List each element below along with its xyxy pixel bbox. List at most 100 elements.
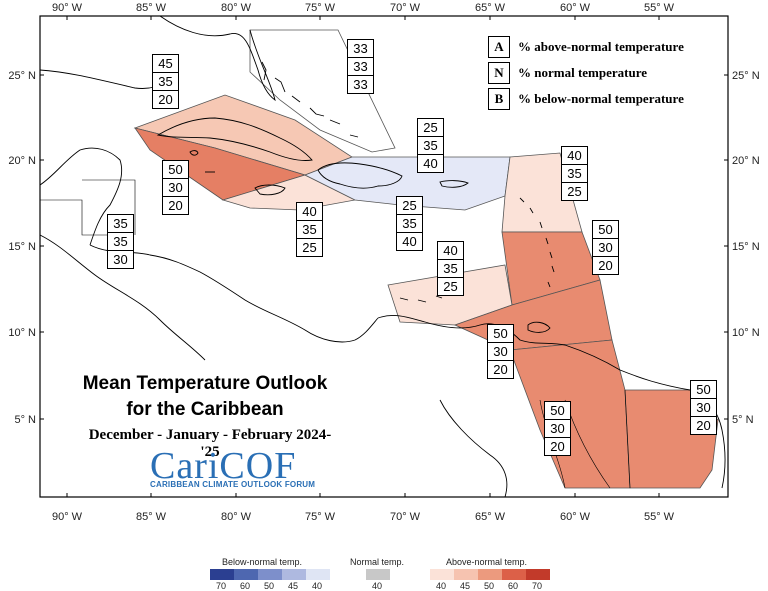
colorbar-swatch-below <box>234 569 258 580</box>
prob-normal: 30 <box>593 238 618 256</box>
prob-below: 20 <box>593 256 618 274</box>
lat-tick-left: 20° N <box>8 155 36 167</box>
legend-key-above: A <box>488 36 510 58</box>
lon-tick-top: 60° W <box>560 2 591 14</box>
prob-below: 40 <box>397 232 422 250</box>
colorbar-swatch-above <box>526 569 550 580</box>
probability-box: 50 30 20 <box>592 220 619 275</box>
prob-normal: 35 <box>438 259 463 277</box>
prob-normal: 33 <box>348 57 373 75</box>
prob-above: 45 <box>158 56 173 71</box>
prob-below: 20 <box>545 437 570 455</box>
lat-tick-right: 5° N <box>732 414 754 426</box>
region-hispaniola <box>304 156 511 211</box>
colorbar-tick-above: 45 <box>460 581 471 591</box>
colorbar-tick-below: 45 <box>288 581 299 591</box>
logo-subtitle: CARIBBEAN CLIMATE OUTLOOK FORUM <box>150 480 316 489</box>
prob-normal: 35 <box>108 232 133 250</box>
lon-tick-top: 85° W <box>136 2 167 14</box>
lon-tick-bottom: 70° W <box>390 511 421 523</box>
prob-below: 40 <box>418 154 443 172</box>
prob-below: 30 <box>108 250 133 268</box>
probability-box: 50 30 20 <box>544 401 571 456</box>
colorbar-swatch-below <box>210 569 234 580</box>
lat-tick-right: 10° N <box>732 327 760 339</box>
caricof-logo: CariCOF CARIBBEAN CLIMATE OUTLOOK FORUM <box>146 444 326 492</box>
probability-box: 45 35 20 <box>152 54 179 109</box>
lat-tick-left: 15° N <box>8 241 36 253</box>
prob-above: 50 <box>598 222 613 237</box>
prob-normal: 30 <box>488 342 513 360</box>
colorbar-swatch-below <box>306 569 330 580</box>
lat-tick-left: 10° N <box>8 327 36 339</box>
colorbar-tick-above: 50 <box>484 581 495 591</box>
lat-tick-right: 20° N <box>732 155 760 167</box>
map-title: Mean Temperature Outlook <box>82 373 328 394</box>
colorbar-swatch-below <box>282 569 306 580</box>
colorbar-below-title: Below-normal temp. <box>222 557 303 567</box>
colorbar-tick-normal: 40 <box>372 581 383 591</box>
colorbar-swatch-normal <box>366 569 390 580</box>
lon-tick-bottom: 80° W <box>221 511 252 523</box>
colorbar-normal-title: Normal temp. <box>350 557 405 567</box>
lon-tick-top: 55° W <box>644 2 675 14</box>
prob-below: 20 <box>488 360 513 378</box>
probability-box: 40 35 25 <box>561 146 588 201</box>
colorbar-above-title: Above-normal temp. <box>446 557 528 567</box>
prob-above: 40 <box>567 148 582 163</box>
logo-wordmark: CariCOF <box>150 445 297 487</box>
probability-box: 25 35 40 <box>417 118 444 173</box>
prob-normal: 35 <box>562 164 587 182</box>
lat-tick-left: 5° N <box>14 414 36 426</box>
colorbar-tick-above: 40 <box>436 581 447 591</box>
lon-tick-bottom: 85° W <box>136 511 167 523</box>
lon-tick-bottom: 55° W <box>644 511 675 523</box>
lat-tick-right: 25° N <box>732 70 760 82</box>
lon-tick-top: 70° W <box>390 2 421 14</box>
prob-above: 35 <box>113 216 128 231</box>
probability-box: 50 30 20 <box>487 324 514 379</box>
colorbar-tick-above: 70 <box>532 581 543 591</box>
prob-above: 50 <box>168 162 183 177</box>
colorbar-tick-below: 60 <box>240 581 251 591</box>
legend-text-above: % above-normal temperature <box>518 39 684 54</box>
legend-item-normal: N % normal temperature <box>488 62 647 84</box>
prob-above: 40 <box>443 243 458 258</box>
colorbar-swatch-above <box>454 569 478 580</box>
prob-above: 50 <box>696 382 711 397</box>
prob-normal: 35 <box>153 72 178 90</box>
legend-item-above: A % above-normal temperature <box>488 36 684 58</box>
colorbar-swatch-below <box>258 569 282 580</box>
map-period: December - January - February 2024-'25 <box>88 427 332 460</box>
prob-below: 25 <box>297 238 322 256</box>
prob-above: 50 <box>550 403 565 418</box>
probability-box: 50 30 20 <box>690 380 717 435</box>
probability-box: 40 35 25 <box>437 241 464 296</box>
prob-normal: 30 <box>163 178 188 196</box>
probability-box: 50 30 20 <box>162 160 189 215</box>
colorbar-tick-below: 50 <box>264 581 275 591</box>
lon-tick-bottom: 75° W <box>305 511 336 523</box>
prob-above: 25 <box>402 198 417 213</box>
colorbar-swatch-above <box>430 569 454 580</box>
prob-normal: 30 <box>545 419 570 437</box>
prob-normal: 30 <box>691 398 716 416</box>
probability-box: 33 33 33 <box>347 39 374 94</box>
colorbar-tick-below: 40 <box>312 581 323 591</box>
colorbar-swatch-above <box>502 569 526 580</box>
prob-below: 20 <box>153 90 178 108</box>
legend-item-below: B % below-normal temperature <box>488 88 684 110</box>
prob-normal: 35 <box>418 136 443 154</box>
lon-tick-bottom: 65° W <box>475 511 506 523</box>
lon-tick-bottom: 60° W <box>560 511 591 523</box>
colorbar-tick-above: 60 <box>508 581 519 591</box>
prob-normal: 35 <box>297 220 322 238</box>
prob-above: 40 <box>302 204 317 219</box>
legend-key-below: B <box>488 88 510 110</box>
lon-tick-top: 75° W <box>305 2 336 14</box>
lon-tick-top: 80° W <box>221 2 252 14</box>
prob-below: 25 <box>438 277 463 295</box>
lon-tick-top: 90° W <box>52 2 83 14</box>
prob-normal: 35 <box>397 214 422 232</box>
probability-box: 25 35 40 <box>396 196 423 251</box>
